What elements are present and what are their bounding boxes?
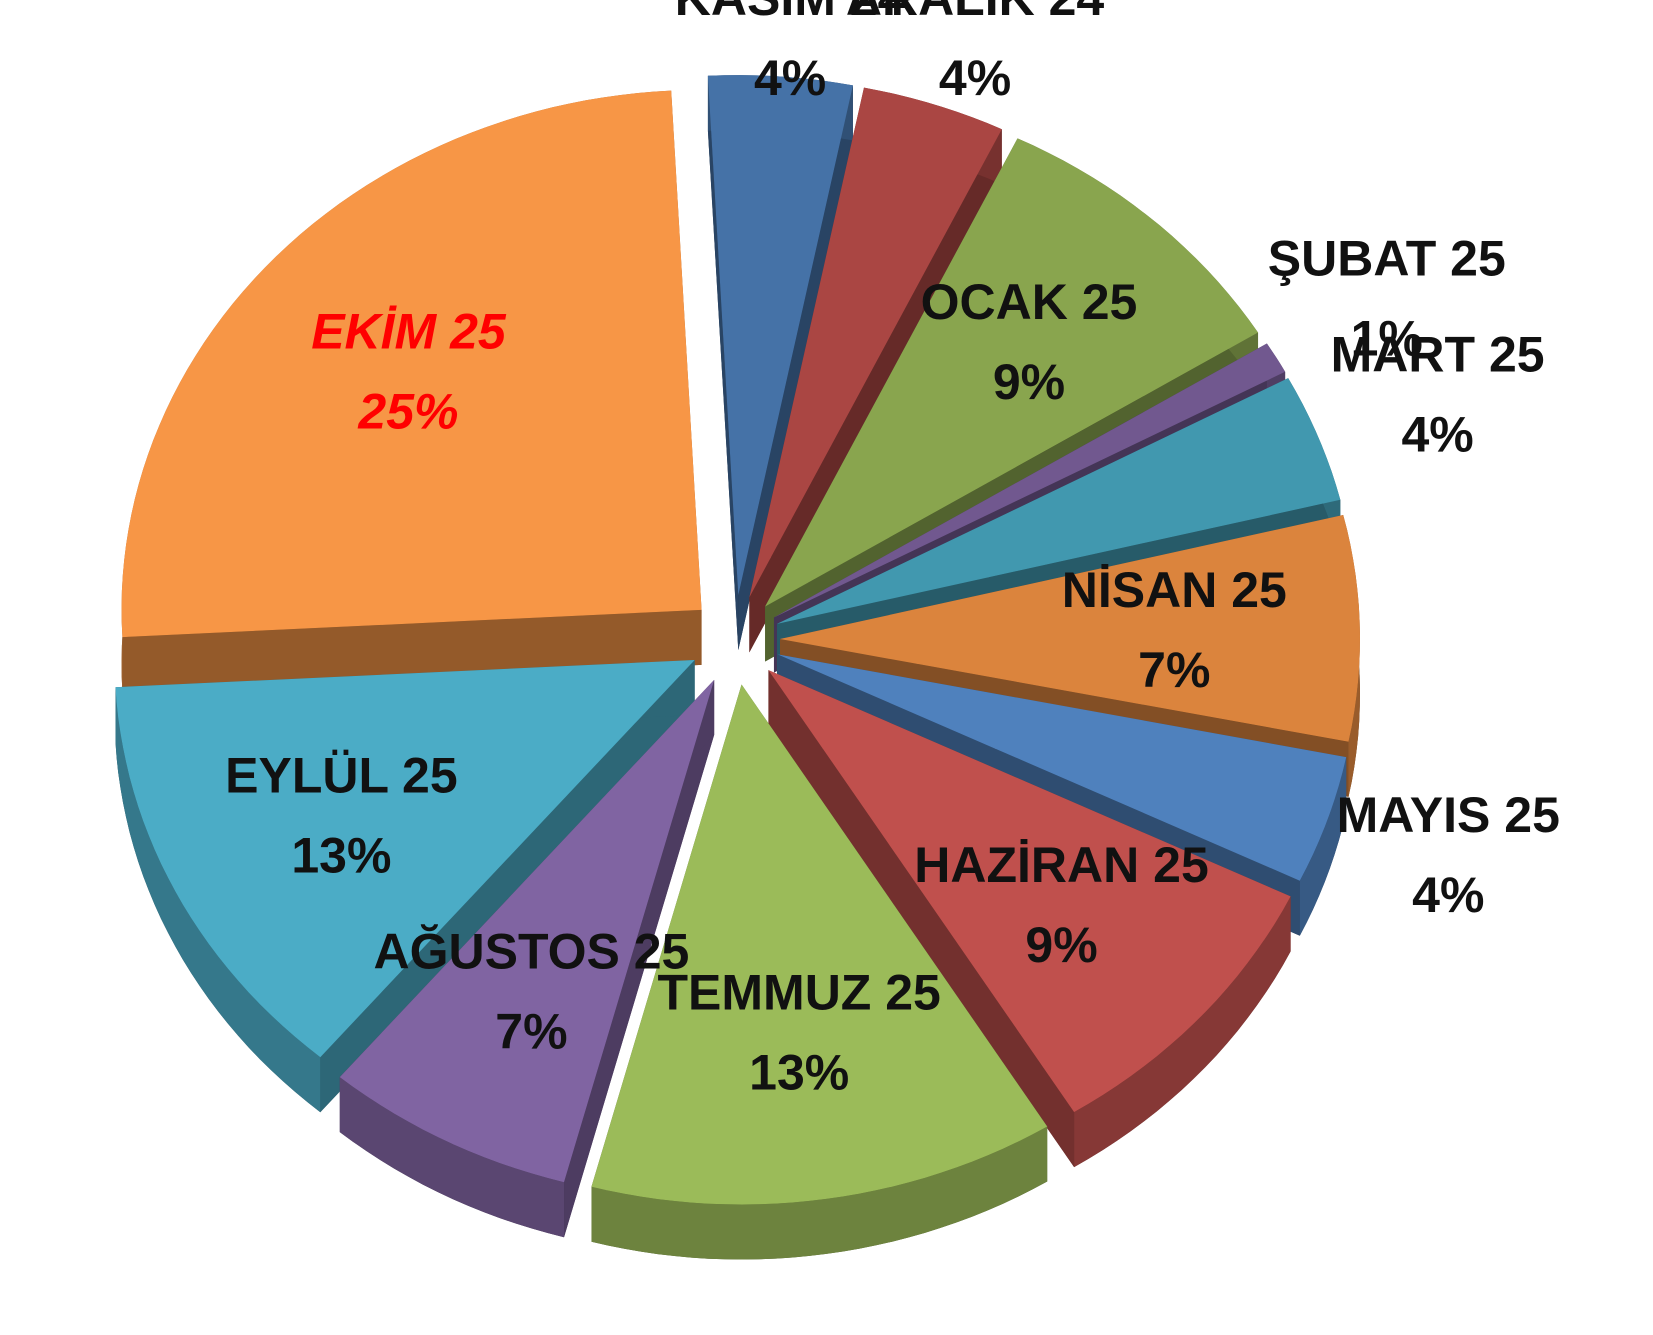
value-label: 13% <box>749 1045 849 1101</box>
slice <box>121 90 702 638</box>
slice-side <box>591 1126 1048 1260</box>
slice <box>768 670 1291 1113</box>
slice-label: NİSAN 25 <box>1062 562 1287 618</box>
slice-label: TEMMUZ 25 <box>658 965 941 1021</box>
value-label: 7% <box>495 1003 567 1059</box>
slice-label: EYLÜL 25 <box>225 747 458 803</box>
value-label: 13% <box>291 827 391 883</box>
slice <box>765 138 1258 607</box>
value-label: 7% <box>1138 642 1210 698</box>
value-label: 4% <box>939 50 1011 106</box>
slice-wall <box>564 679 715 1238</box>
slice-label: ARALIK 24 <box>846 0 1105 26</box>
slice-label: MAYIS 25 <box>1337 787 1560 843</box>
value-label: 25% <box>357 383 458 439</box>
slice-group <box>121 90 702 693</box>
slice-side <box>115 687 321 1113</box>
value-label: 1% <box>1351 311 1423 367</box>
slice-wall <box>768 670 1075 1168</box>
value-label: 4% <box>1401 407 1473 463</box>
slice <box>591 684 1048 1205</box>
slice-side <box>1299 757 1347 936</box>
slice <box>707 75 853 596</box>
slice <box>115 660 695 1058</box>
slice-group <box>115 660 695 1113</box>
slice-label: KASIM 24 <box>675 0 906 26</box>
slice <box>777 378 1341 624</box>
slice-label: EKİM 25 <box>311 303 507 359</box>
value-label: 9% <box>993 354 1065 410</box>
slice-group <box>591 684 1048 1260</box>
slice <box>339 679 715 1183</box>
slice-group <box>339 679 715 1238</box>
slice-label: ŞUBAT 25 <box>1268 231 1506 287</box>
slice-group <box>768 670 1291 1168</box>
slice <box>777 654 1347 881</box>
slice-group <box>777 378 1341 679</box>
slice-side <box>1074 896 1291 1168</box>
value-label: 9% <box>1025 917 1097 973</box>
slice-label: AĞUSTOS 25 <box>373 923 689 979</box>
slice-wall <box>707 75 739 651</box>
slice <box>749 87 1002 598</box>
slice-group <box>707 75 853 651</box>
slice-wall <box>738 85 853 651</box>
slice-label: OCAK 25 <box>921 274 1138 330</box>
slice-label: MART 25 <box>1331 327 1545 383</box>
value-label: 4% <box>1412 867 1484 923</box>
slice <box>779 515 1360 742</box>
slice <box>773 343 1286 618</box>
value-label: 4% <box>754 50 826 106</box>
slice-side <box>339 1077 564 1238</box>
slice-label: HAZİRAN 25 <box>914 837 1208 893</box>
